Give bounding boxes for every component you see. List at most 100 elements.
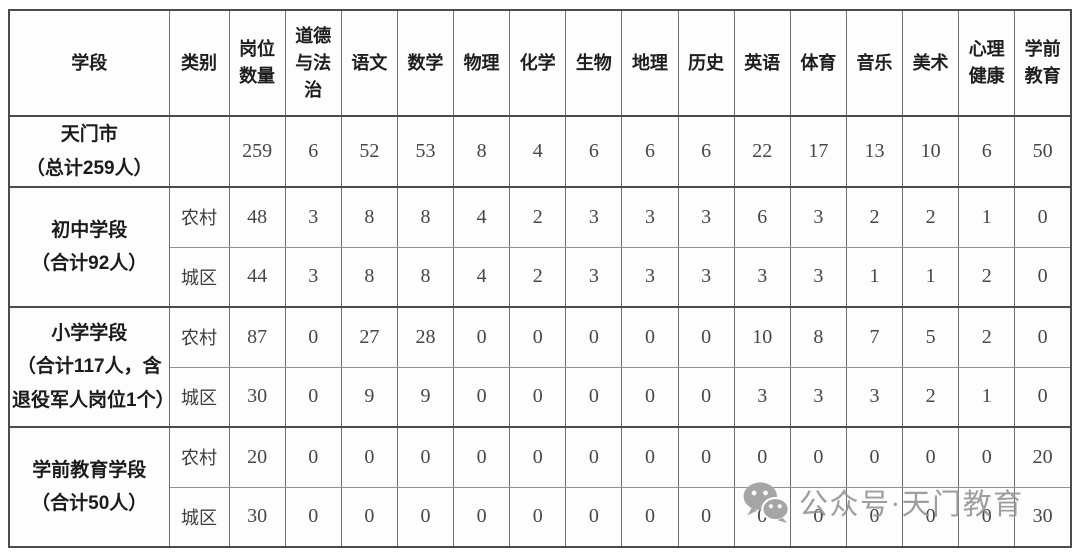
value-cell-chemistry: 0 (509, 306, 567, 368)
value-cell-history: 6 (677, 115, 735, 188)
category-cell: 农村 (168, 306, 230, 368)
col-header-preschool: 学前 教育 (1014, 9, 1072, 117)
value-cell-art: 2 (901, 186, 960, 248)
table-row: 城区 30 0 0 0 0 0 0 0 0 0 0 0 0 0 30 (9, 486, 1072, 548)
value-cell-music: 13 (845, 115, 904, 188)
value-cell-morality_law: 0 (284, 426, 342, 488)
value-cell-music: 1 (845, 246, 904, 308)
value-cell-geography: 3 (621, 246, 679, 308)
value-cell-pe: 0 (789, 486, 847, 548)
value-cell-pe: 8 (789, 306, 847, 368)
value-cell-math: 53 (396, 115, 455, 188)
value-cell-music: 7 (845, 306, 904, 368)
value-cell-art: 5 (901, 306, 960, 368)
table-row: 学前教育学段 （合计50人） 农村 20 0 0 0 0 0 0 0 0 0 0 0 0 0 20 (8, 426, 1072, 548)
value-cell-preschool: 30 (1014, 486, 1072, 548)
value-cell-math: 8 (396, 186, 455, 248)
col-header-history: 历史 (677, 9, 735, 117)
value-cell-biology: 3 (565, 246, 623, 308)
value-cell-chinese: 9 (340, 366, 398, 428)
recruitment-positions-table: 学段 类别 岗位 数量 道德 与法 治 语文 数学 物理 化学 生物 地理 历史… (8, 9, 1072, 548)
stage-cell: 小学学段 （合计117人，含 退役军人岗位1个） (8, 306, 170, 428)
value-cell-art: 2 (901, 366, 960, 428)
value-cell-music: 0 (845, 486, 904, 548)
value-cell-preschool: 0 (1014, 186, 1072, 248)
value-cell-preschool: 20 (1014, 426, 1072, 488)
value-cell-chinese: 27 (340, 306, 398, 368)
value-cell-mental_health: 2 (958, 306, 1016, 368)
value-cell-biology: 0 (565, 306, 623, 368)
value-cell-geography: 3 (621, 186, 679, 248)
value-cell-mental_health: 1 (958, 186, 1016, 248)
value-cell-math: 8 (396, 246, 455, 308)
value-cell-pe: 3 (789, 366, 847, 428)
value-cell-chinese: 52 (340, 115, 398, 188)
value-cell-biology: 0 (565, 486, 623, 548)
value-cell-physics: 0 (452, 426, 511, 488)
category-cell: 城区 (168, 486, 230, 548)
value-cell-history: 0 (677, 426, 735, 488)
category-cell: 农村 (168, 186, 230, 248)
col-header-math: 数学 (396, 9, 455, 117)
value-cell-positions: 30 (228, 366, 286, 428)
value-cell-biology: 3 (565, 186, 623, 248)
col-header-geography: 地理 (621, 9, 679, 117)
value-cell-mental_health: 6 (958, 115, 1016, 188)
value-cell-chemistry: 4 (509, 115, 567, 188)
col-header-chinese: 语文 (340, 9, 398, 117)
value-cell-english: 3 (733, 246, 791, 308)
value-cell-math: 0 (396, 426, 455, 488)
table-row: 初中学段 （合计92人） 农村 48 3 8 8 4 2 3 3 3 6 3 2 2 1 0 (8, 186, 1072, 308)
table-row: 城区 30 0 9 9 0 0 0 0 0 3 3 3 2 1 0 (9, 366, 1072, 428)
value-cell-mental_health: 1 (958, 366, 1016, 428)
header-row: 学段 类别 岗位 数量 道德 与法 治 语文 数学 物理 化学 生物 地理 历史… (8, 9, 1072, 117)
value-cell-math: 28 (396, 306, 455, 368)
value-cell-geography: 0 (621, 426, 679, 488)
value-cell-pe: 17 (789, 115, 847, 188)
value-cell-morality_law: 3 (284, 186, 342, 248)
value-cell-english: 10 (733, 306, 791, 368)
value-cell-art: 0 (901, 426, 960, 488)
value-cell-art: 1 (901, 246, 960, 308)
value-cell-biology: 0 (565, 426, 623, 488)
value-cell-chinese: 8 (340, 186, 398, 248)
value-cell-morality_law: 3 (284, 246, 342, 308)
value-cell-chinese: 0 (340, 486, 398, 548)
value-cell-morality_law: 0 (284, 486, 342, 548)
category-cell: 城区 (168, 246, 230, 308)
value-cell-geography: 0 (621, 306, 679, 368)
stage-cell: 天门市 （总计259人） (8, 115, 170, 188)
value-cell-morality_law: 0 (284, 306, 342, 368)
value-cell-chinese: 8 (340, 246, 398, 308)
col-header-physics: 物理 (452, 9, 511, 117)
value-cell-english: 6 (733, 186, 791, 248)
value-cell-music: 3 (845, 366, 904, 428)
value-cell-positions: 44 (228, 246, 286, 308)
table-row: 城区 44 3 8 8 4 2 3 3 3 3 3 1 1 2 0 (9, 246, 1072, 308)
col-header-positions: 岗位 数量 (228, 9, 286, 117)
col-header-mental-health: 心理 健康 (958, 9, 1016, 117)
value-cell-art: 0 (901, 486, 960, 548)
category-cell: 城区 (168, 366, 230, 428)
value-cell-history: 0 (677, 306, 735, 368)
value-cell-english: 0 (733, 426, 791, 488)
value-cell-morality_law: 0 (284, 366, 342, 428)
value-cell-preschool: 50 (1014, 115, 1072, 188)
table-row: 小学学段 （合计117人，含 退役军人岗位1个） 农村 87 0 27 28 0 0 0 0 0 10… (8, 306, 1072, 428)
value-cell-chemistry: 2 (509, 186, 567, 248)
value-cell-chemistry: 0 (509, 426, 567, 488)
value-cell-morality_law: 6 (284, 115, 342, 188)
table-row: 天门市 （总计259人） 259 6 52 53 8 4 6 6 6 22 17 13 10 6 50 (8, 115, 1072, 188)
value-cell-chemistry: 0 (509, 486, 567, 548)
value-cell-mental_health: 2 (958, 246, 1016, 308)
value-cell-chemistry: 0 (509, 366, 567, 428)
value-cell-chinese: 0 (340, 426, 398, 488)
value-cell-positions: 87 (228, 306, 286, 368)
value-cell-physics: 8 (452, 115, 511, 188)
value-cell-math: 9 (396, 366, 455, 428)
col-header-stage: 学段 (8, 9, 170, 117)
value-cell-positions: 259 (228, 115, 286, 188)
value-cell-biology: 6 (565, 115, 623, 188)
value-cell-positions: 20 (228, 426, 286, 488)
value-cell-chemistry: 2 (509, 246, 567, 308)
